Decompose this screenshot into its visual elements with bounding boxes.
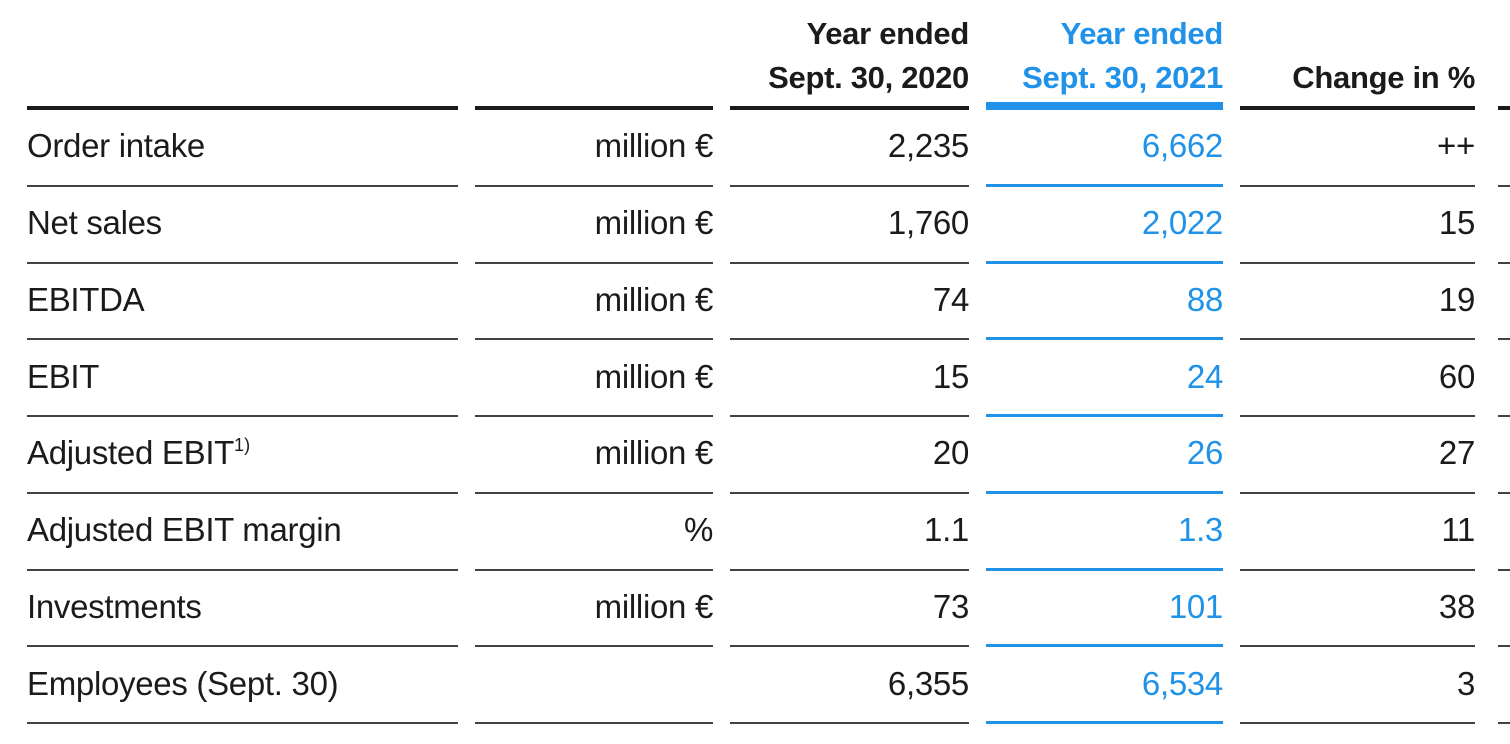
row-unit: million € <box>475 264 713 341</box>
change-value: 38 <box>1240 571 1475 648</box>
value-2021: 88 <box>986 264 1223 341</box>
value-2020: 1.1 <box>730 494 969 571</box>
value-2021: 26 <box>986 417 1223 494</box>
value-2020: 73 <box>730 571 969 648</box>
rule-sliver <box>1498 494 1510 571</box>
value-2020: 2,235 <box>730 110 969 187</box>
header-year-2021-line1: Year ended <box>1060 16 1224 51</box>
change-value: 3 <box>1240 647 1475 724</box>
value-2021: 6,534 <box>986 647 1223 724</box>
change-value: ++ <box>1240 110 1475 187</box>
header-year-2021: Year ended Sept. 30, 2021 <box>986 0 1223 110</box>
header-year-2020-line2: Sept. 30, 2020 <box>768 60 969 95</box>
value-2021: 24 <box>986 340 1223 417</box>
value-2020: 1,760 <box>730 187 969 264</box>
value-2021: 6,662 <box>986 110 1223 187</box>
header-spacer-unit <box>475 0 713 110</box>
rule-sliver <box>1498 340 1510 417</box>
rule-sliver <box>1498 571 1510 648</box>
value-2020: 15 <box>730 340 969 417</box>
header-rule-sliver <box>1498 0 1510 110</box>
change-value: 15 <box>1240 187 1475 264</box>
row-label: Order intake <box>27 110 458 187</box>
header-year-2020: Year ended Sept. 30, 2020 <box>730 0 969 110</box>
value-2020: 74 <box>730 264 969 341</box>
rule-sliver <box>1498 110 1510 187</box>
row-unit <box>475 647 713 724</box>
change-value: 27 <box>1240 417 1475 494</box>
header-change-label: Change in % <box>1292 60 1475 95</box>
row-unit: million € <box>475 187 713 264</box>
row-label: EBITDA <box>27 264 458 341</box>
header-change: Change in % <box>1240 0 1475 110</box>
value-2020: 6,355 <box>730 647 969 724</box>
row-label: EBIT <box>27 340 458 417</box>
header-spacer-label <box>27 0 458 110</box>
value-2021: 1.3 <box>986 494 1223 571</box>
change-value: 60 <box>1240 340 1475 417</box>
row-unit: million € <box>475 417 713 494</box>
table-grid: Year ended Sept. 30, 2020 Year ended Sep… <box>27 0 1510 724</box>
row-label: Net sales <box>27 187 458 264</box>
rule-sliver <box>1498 647 1510 724</box>
value-2020: 20 <box>730 417 969 494</box>
row-unit: million € <box>475 571 713 648</box>
row-label: Employees (Sept. 30) <box>27 647 458 724</box>
row-label: Investments <box>27 571 458 648</box>
row-label: Adjusted EBIT 1) <box>27 417 458 494</box>
rule-sliver <box>1498 417 1510 494</box>
row-unit: million € <box>475 340 713 417</box>
rule-sliver <box>1498 187 1510 264</box>
value-2021: 101 <box>986 571 1223 648</box>
row-unit: % <box>475 494 713 571</box>
row-unit: million € <box>475 110 713 187</box>
rule-sliver <box>1498 264 1510 341</box>
header-year-2021-line2: Sept. 30, 2021 <box>1022 60 1223 95</box>
change-value: 11 <box>1240 494 1475 571</box>
header-year-2020-line1: Year ended <box>806 16 970 51</box>
change-value: 19 <box>1240 264 1475 341</box>
row-label: Adjusted EBIT margin <box>27 494 458 571</box>
value-2021: 2,022 <box>986 187 1223 264</box>
